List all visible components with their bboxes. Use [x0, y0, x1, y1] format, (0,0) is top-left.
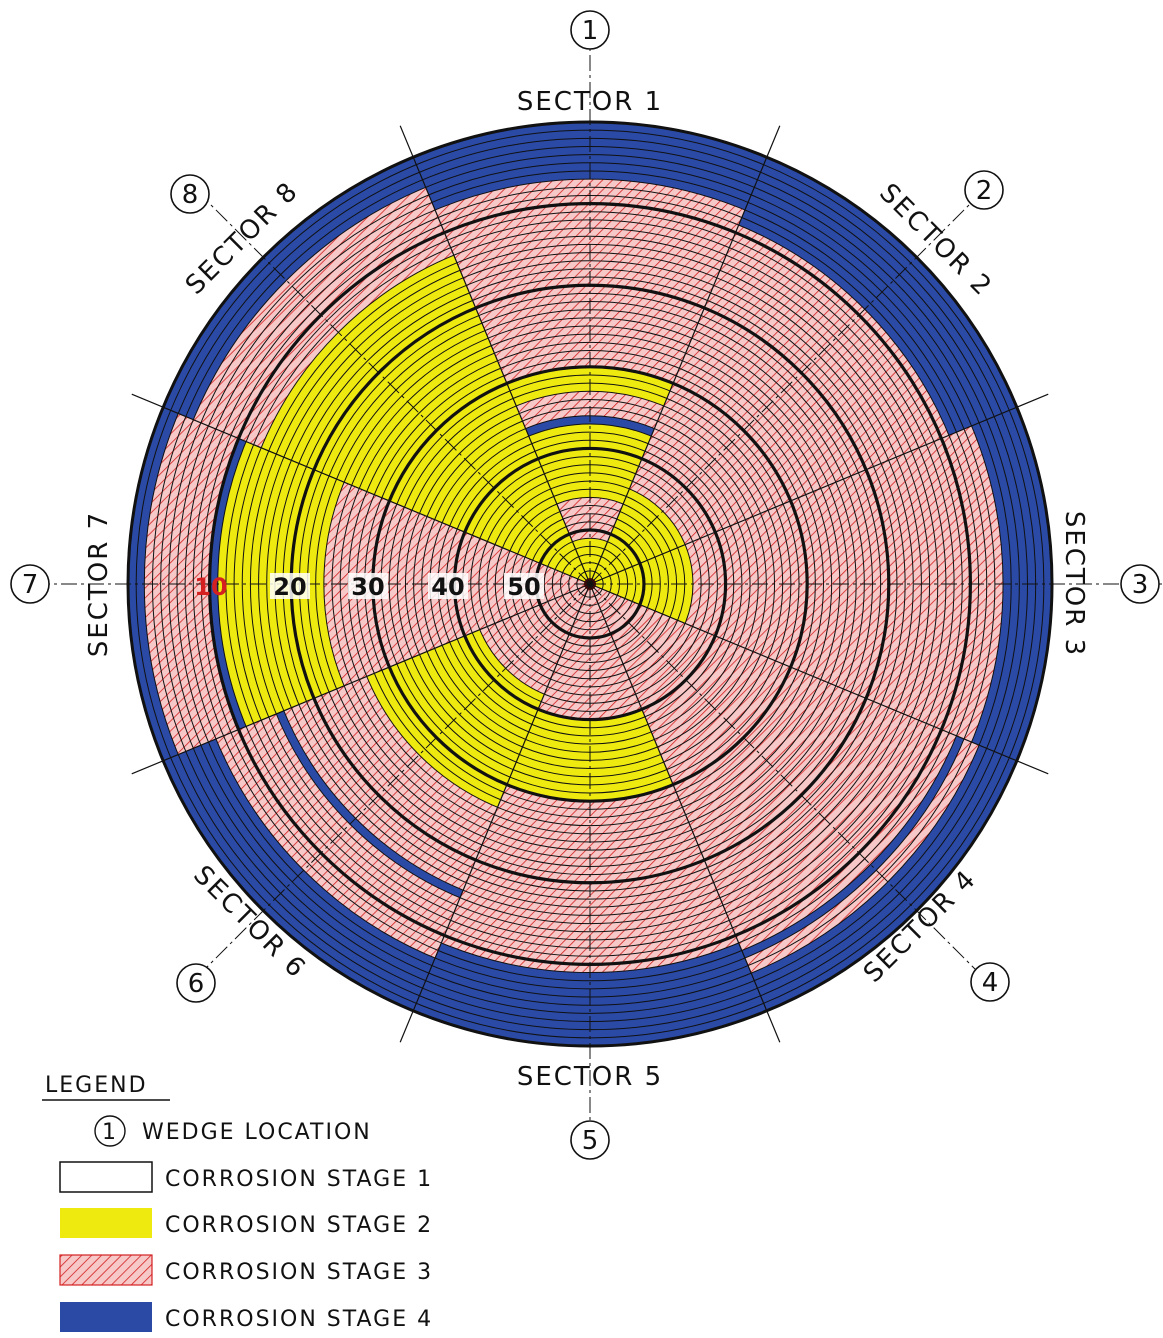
ring-number-20-text: 20	[273, 573, 306, 601]
ring-number-10-text: 10	[194, 573, 227, 601]
ring-number-10: 10	[194, 573, 227, 601]
wedge-number-1: 1	[582, 16, 599, 46]
sector-boundary-line	[589, 125, 781, 585]
corrosion-band-sector-8-stage-4	[163, 157, 426, 420]
ring-number-50-text: 50	[507, 573, 540, 601]
wedge-number-7: 7	[22, 570, 39, 600]
ring-number-30-text: 30	[351, 573, 384, 601]
corrosion-band-sector-3-stage-4	[971, 407, 1052, 761]
legend-swatch-stage-2	[60, 1208, 152, 1238]
legend-swatch-stage-1	[59, 1161, 153, 1193]
ring-line	[266, 260, 914, 908]
ring-line	[168, 162, 1012, 1006]
ring-line	[241, 235, 939, 933]
legend-title: LEGEND	[45, 1073, 148, 1098]
sector-boundary-line	[131, 583, 591, 775]
legend-swatch-stage-3	[59, 1254, 153, 1286]
wedge-number-5: 5	[582, 1126, 599, 1156]
wedge-number-2: 2	[976, 176, 993, 206]
wedge-number-4: 4	[982, 968, 999, 998]
legend-label-stage-3: CORROSION STAGE 3	[165, 1260, 433, 1285]
ring-number-40: 40	[428, 573, 468, 601]
sector-center-line	[192, 583, 591, 982]
ring-number-40-text: 40	[431, 573, 464, 601]
wedge-location-label: WEDGE LOCATION	[142, 1120, 372, 1145]
sector-label-7: SECTOR 7	[84, 511, 114, 657]
wedge-marker-8: 8	[170, 174, 210, 214]
legend-label-stage-4: CORROSION STAGE 4	[165, 1307, 433, 1332]
ring-number-20: 20	[270, 573, 310, 601]
sector-label-3: SECTOR 3	[1059, 511, 1089, 657]
wedge-number-6: 6	[188, 969, 205, 999]
corrosion-band-sector-7-stage-4	[209, 438, 247, 730]
wedge-location-symbol	[94, 1115, 126, 1147]
ring-line	[184, 178, 996, 990]
legend-label-stage-1: CORROSION STAGE 1	[165, 1167, 433, 1192]
sector-center-line	[589, 186, 988, 585]
wedge-marker-5: 5	[570, 1120, 610, 1160]
sector-boundary-line	[589, 583, 781, 1043]
legend: LEGEND 1 WEDGE LOCATION CORROSION STAGE …	[42, 1073, 433, 1332]
corrosion-band-sector-1-stage-4	[525, 415, 655, 437]
ring-line	[543, 537, 637, 631]
wedge-number-8: 8	[182, 180, 199, 210]
corrosion-band-sector-8-stage-3	[193, 187, 454, 448]
corrosion-band-sector-7-stage-4	[128, 407, 179, 761]
wedge-location-symbol-number: 1	[102, 1120, 118, 1145]
wedge-marker-3: 3	[1120, 564, 1160, 604]
wedge-marker-6: 6	[176, 963, 216, 1003]
sector-boundary-line	[399, 125, 591, 585]
sector-center-line	[589, 583, 988, 982]
ring-number-50: 50	[504, 573, 544, 601]
corrosion-band-sector-1-stage-2	[572, 538, 608, 580]
center-lines	[18, 12, 1162, 1156]
wedge-marker-1: 1	[570, 10, 610, 50]
wedge-number-3: 3	[1132, 570, 1149, 600]
ring-line	[323, 317, 857, 851]
sector-label-1: SECTOR 1	[517, 87, 663, 117]
wedge-marker-4: 4	[970, 962, 1010, 1002]
legend-label-stage-2: CORROSION STAGE 2	[165, 1213, 433, 1238]
corrosion-band-sector-4-stage-3	[744, 738, 980, 974]
ring-line	[160, 154, 1020, 1014]
wedge-marker-2: 2	[964, 170, 1004, 210]
wedge-marker-7: 7	[10, 564, 50, 604]
sector-boundary-line	[399, 583, 591, 1043]
sector-boundary-line	[589, 583, 1049, 775]
sector-boundary-line	[589, 393, 1049, 585]
sector-center-line	[192, 186, 591, 585]
corrosion-band-sector-4-stage-4	[751, 745, 1017, 1011]
corrosion-band-sector-5-stage-3	[441, 784, 739, 973]
legend-swatch-stage-4	[60, 1302, 152, 1332]
ring-number-30: 30	[348, 573, 388, 601]
ring-line	[192, 186, 988, 982]
sector-boundary-line	[131, 393, 591, 585]
sector-label-5: SECTOR 5	[517, 1062, 663, 1092]
